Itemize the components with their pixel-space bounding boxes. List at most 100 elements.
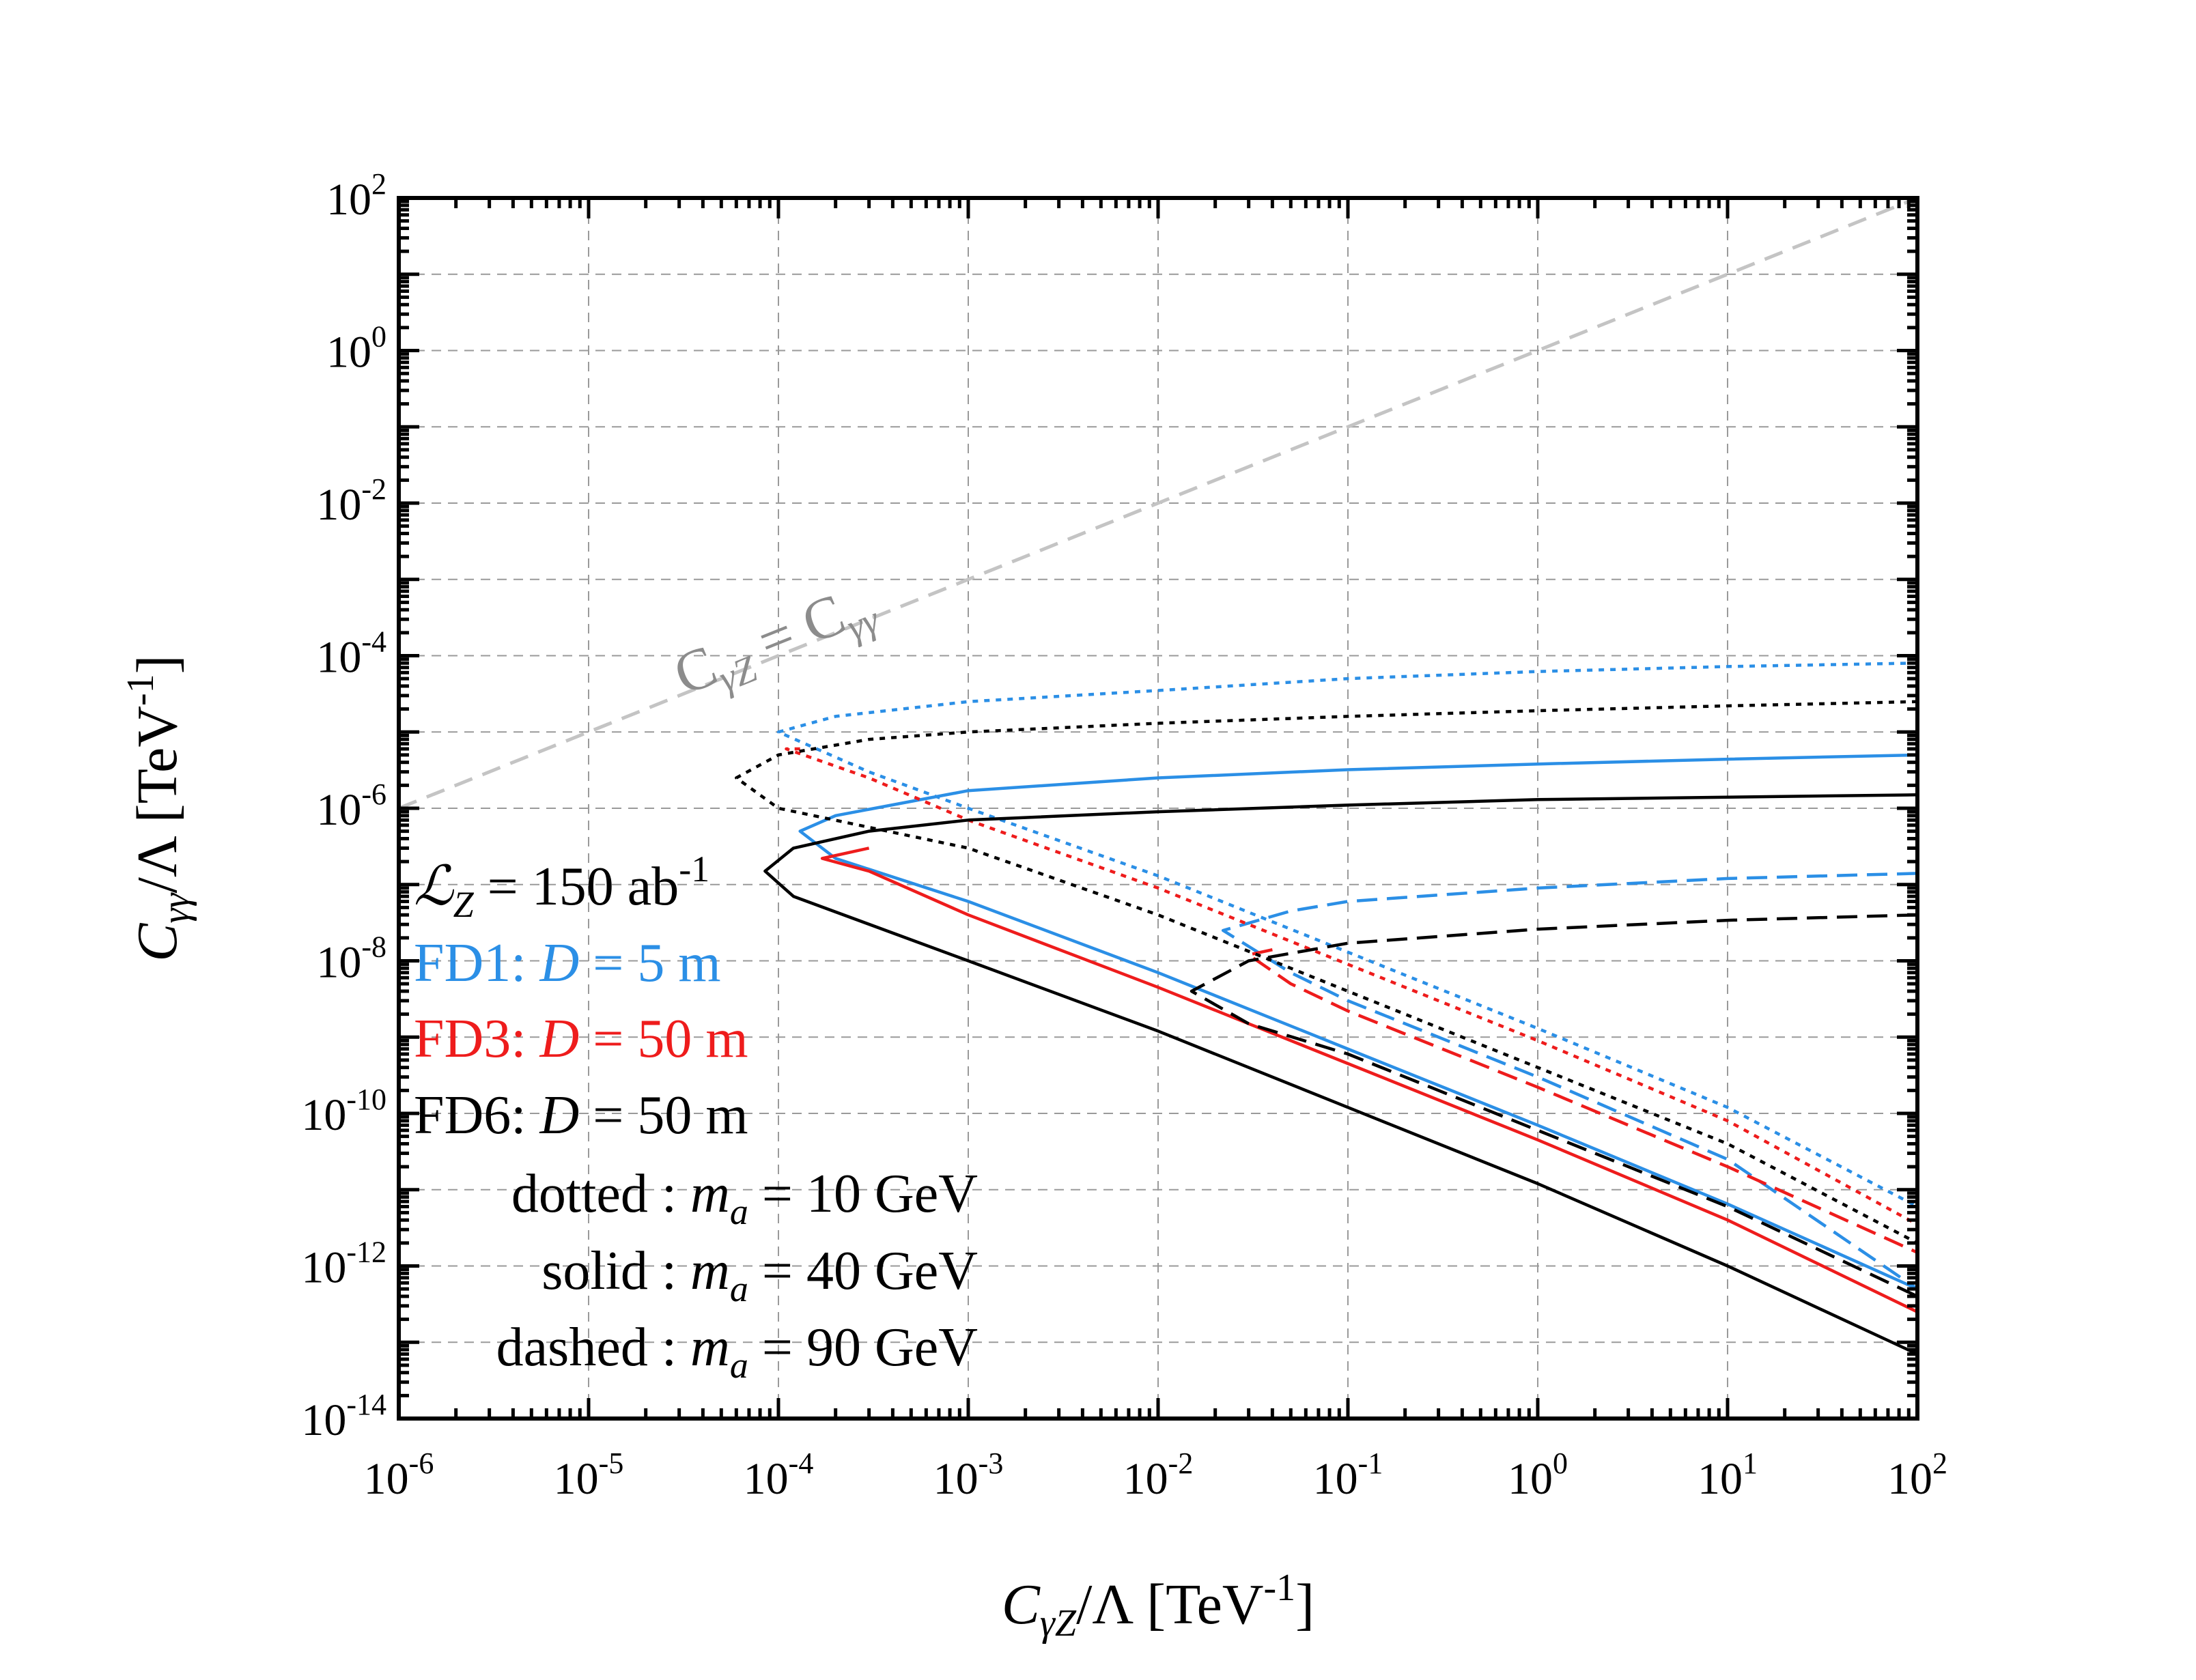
legend-entry-part: dotted :	[511, 1164, 690, 1224]
tick-label-exponent: -1	[1358, 1447, 1383, 1480]
tick-label-exponent: -14	[346, 1388, 386, 1421]
curve-fd6-solid	[763, 793, 1918, 1356]
tick-label-base: 10	[326, 175, 371, 225]
tick-label-base: 10	[326, 328, 371, 378]
legend-entry-part: m	[690, 1241, 730, 1301]
legend-entry-part: FD6:	[414, 1085, 540, 1145]
x-axis-label: CγZ/Λ [TeV-1]	[1002, 1567, 1314, 1645]
legend-entry: dashed : ma = 90 GeV	[496, 1318, 978, 1386]
legend-entry-part: FD3:	[414, 1009, 540, 1069]
tick-label-base: 10	[316, 480, 361, 530]
legend-entry-part: D	[539, 933, 580, 993]
tick-label: 10-2	[316, 472, 386, 530]
tick-label-exponent: 1	[1743, 1447, 1758, 1480]
tick-label: 10-8	[316, 930, 386, 988]
x-axis-label-main: C	[1002, 1573, 1041, 1636]
legend-entry-part: ℒ	[414, 857, 454, 917]
legend-entry-part: FD1:	[414, 933, 540, 993]
tick-label-exponent: 2	[371, 167, 386, 201]
legend-entry-part: -1	[679, 849, 709, 889]
legend-entry-part: Z	[453, 884, 475, 925]
legend-entry: FD1: D = 5 m	[414, 933, 721, 993]
tick-label-base: 10	[301, 1243, 346, 1293]
tick-label: 10-6	[364, 1447, 434, 1504]
tick-label: 10-4	[316, 625, 386, 683]
tick-label-exponent: 2	[1932, 1447, 1947, 1480]
curve-fd1-solid	[798, 753, 1918, 1291]
tick-label: 100	[1508, 1447, 1568, 1504]
tick-label-base: 10	[1123, 1454, 1168, 1504]
tick-label-base: 10	[1313, 1454, 1358, 1504]
tick-label: 101	[1698, 1447, 1758, 1504]
legend-entry-part: a	[730, 1268, 748, 1309]
tick-label-base: 10	[316, 785, 361, 835]
x-axis-label-sup: -1	[1264, 1567, 1296, 1609]
y-axis-label-sup: -1	[119, 674, 162, 706]
tick-label-exponent: -2	[1168, 1447, 1194, 1480]
tick-label: 10-1	[1313, 1447, 1383, 1504]
tick-label-base: 10	[933, 1454, 979, 1504]
legend-entry-part: = 10 GeV	[748, 1164, 978, 1224]
tick-label: 10-14	[301, 1388, 386, 1445]
tick-label-exponent: -12	[346, 1236, 386, 1269]
y-axis-label-main: C	[126, 923, 189, 962]
x-tick-labels: 10-6 10-5 10-4 10-3 10-2 10-1 100 101 102	[364, 1447, 1947, 1504]
plot-frame	[397, 196, 1919, 1421]
legend-entry-part: D	[539, 1085, 580, 1145]
tick-label-exponent: -10	[346, 1083, 386, 1116]
y-axis-label: Cγγ/Λ [TeV-1]	[119, 655, 197, 961]
tick-label: 100	[326, 320, 386, 378]
curve-fd3-dashed	[1247, 948, 1918, 1254]
tick-label: 10-5	[554, 1447, 624, 1504]
tick-label-exponent: -6	[409, 1447, 434, 1480]
legend-entry-part: D	[539, 1009, 580, 1069]
tick-label-base: 10	[744, 1454, 789, 1504]
legend-entry-part: m	[690, 1164, 730, 1224]
tick-label-exponent: 0	[371, 320, 386, 354]
tick-label-exponent: -5	[599, 1447, 624, 1480]
diagonal-reference-line	[398, 196, 1918, 810]
tick-label-base: 10	[316, 633, 361, 683]
tick-label-base: 10	[301, 1090, 346, 1140]
tick-label: 102	[1887, 1447, 1947, 1504]
tick-label-exponent: -4	[361, 625, 386, 659]
tick-label: 102	[326, 167, 386, 225]
y-axis-label-rest: /Λ [TeV	[126, 706, 189, 893]
tick-label-exponent: -3	[979, 1447, 1004, 1480]
legend-entry: FD6: D = 50 m	[414, 1085, 748, 1145]
tick-label: 10-12	[301, 1236, 386, 1293]
tick-label: 10-3	[933, 1447, 1004, 1504]
tick-label-exponent: -4	[789, 1447, 814, 1480]
tick-label-base: 10	[1508, 1454, 1553, 1504]
tick-label-base: 10	[554, 1454, 599, 1504]
tick-label-exponent: -6	[361, 778, 386, 811]
legend-entry: dotted : ma = 10 GeV	[511, 1164, 978, 1232]
legend-entry-part: = 50 m	[579, 1085, 748, 1145]
legend-entry-part: = 90 GeV	[748, 1318, 978, 1378]
tick-label: 10-4	[744, 1447, 814, 1504]
curve-fd3-solid	[820, 846, 1918, 1313]
tick-label-exponent: -8	[361, 930, 386, 964]
tick-label-exponent: 0	[1553, 1447, 1568, 1480]
legend-entry-part: = 40 GeV	[748, 1241, 978, 1301]
tick-label-base: 10	[316, 938, 361, 988]
x-axis-label-rest: /Λ [TeV	[1076, 1573, 1263, 1636]
legend-entry-part: a	[730, 1191, 748, 1232]
x-axis-label-end: ]	[1295, 1573, 1314, 1636]
legend-entry: ℒZ = 150 ab-1	[414, 849, 709, 925]
legend-entry-part: = 5 m	[579, 933, 720, 993]
legend-entry-part: = 150 ab	[474, 857, 679, 917]
legend-entry: FD3: D = 50 m	[414, 1009, 748, 1069]
curve-fd3-dotted	[785, 747, 1919, 1226]
tick-label-base: 10	[1887, 1454, 1932, 1504]
tick-label-base: 10	[301, 1395, 346, 1445]
legend-entry-part: dashed :	[496, 1318, 690, 1378]
y-axis-label-end: ]	[126, 655, 189, 674]
tick-label-base: 10	[364, 1454, 409, 1504]
tick-label: 10-2	[1123, 1447, 1194, 1504]
legend-entry-part: solid :	[541, 1241, 690, 1301]
legend-entry: solid : ma = 40 GeV	[541, 1241, 978, 1309]
